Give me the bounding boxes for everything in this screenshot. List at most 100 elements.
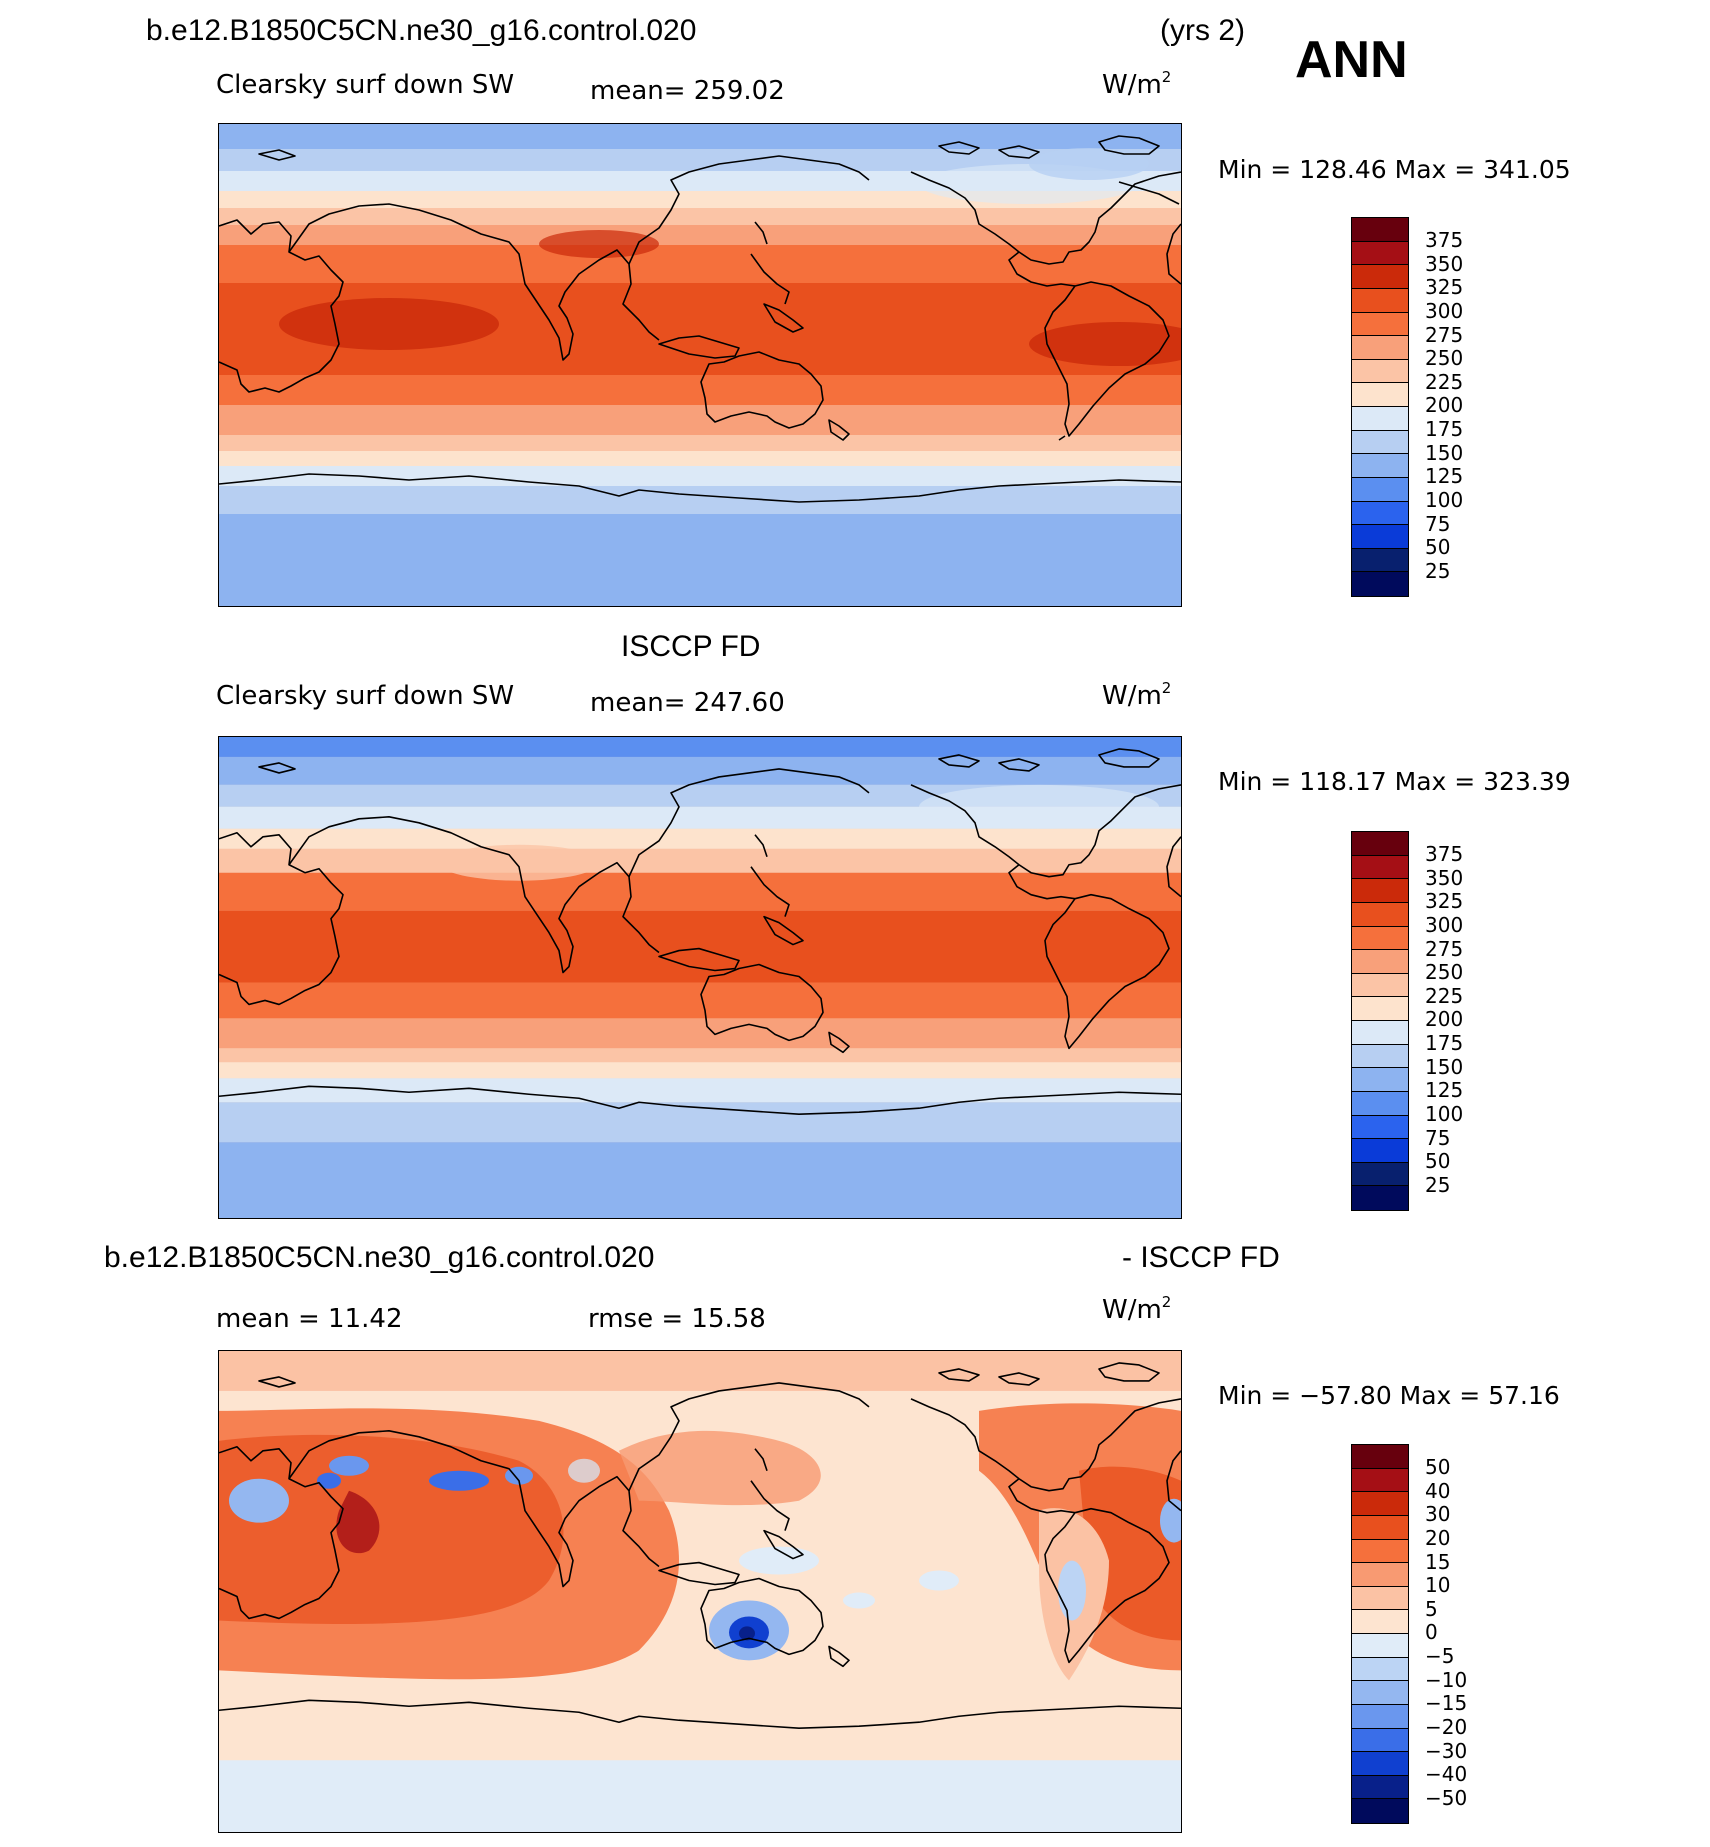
colorbar-swatch <box>1352 572 1408 596</box>
colorbar-swatch <box>1352 454 1408 478</box>
colorbar-swatch <box>1352 1492 1408 1516</box>
colorbar-tick-label: 325 <box>1425 889 1464 914</box>
colorbar-tick-label: 0 <box>1425 1620 1438 1645</box>
colorbar-tick-label: 225 <box>1425 983 1464 1008</box>
years-label: (yrs 2) <box>1160 14 1245 47</box>
colorbar-tick-label: 50 <box>1425 535 1451 560</box>
colorbar-swatch <box>1352 1044 1408 1069</box>
colorbar-swatch <box>1352 430 1408 455</box>
colorbar-tick-label: 10 <box>1425 1573 1451 1598</box>
colorbar-swatch <box>1352 1515 1408 1540</box>
colorbar-tick-label: −20 <box>1425 1714 1468 1739</box>
panel3-title-right: - ISCCP FD <box>1122 1241 1280 1274</box>
colorbar-tick-label: 150 <box>1425 1054 1464 1079</box>
colorbar-swatch <box>1352 1752 1408 1776</box>
colorbar-tick-label: −10 <box>1425 1667 1468 1692</box>
case-title: b.e12.B1850C5CN.ne30_g16.control.020 <box>146 14 697 47</box>
colorbar-swatch <box>1352 241 1408 266</box>
colorbar-tick-label: −40 <box>1425 1762 1468 1787</box>
colorbar-swatch <box>1352 1610 1408 1634</box>
colorbar-tick-label: 75 <box>1425 1125 1451 1150</box>
colorbar-tick-label: 225 <box>1425 369 1464 394</box>
panel1-map <box>218 123 1182 607</box>
colorbar-swatch <box>1352 1186 1408 1210</box>
colorbar-swatch <box>1352 855 1408 880</box>
panel3-rmse: rmse = 15.58 <box>588 1304 766 1334</box>
colorbar-swatch <box>1352 902 1408 927</box>
colorbar-swatch <box>1352 1704 1408 1729</box>
colorbar-swatch <box>1352 1799 1408 1823</box>
colorbar-swatch <box>1352 1115 1408 1140</box>
colorbar-swatch <box>1352 359 1408 384</box>
colorbar-swatch <box>1352 1068 1408 1092</box>
season-label: ANN <box>1295 31 1408 89</box>
colorbar-tick-label: 175 <box>1425 417 1464 441</box>
colorbar-swatch <box>1352 336 1408 360</box>
colorbar-tick-label: 175 <box>1425 1031 1464 1055</box>
colorbar-tick-label: 150 <box>1425 440 1464 465</box>
colorbar-tick-label: −5 <box>1425 1644 1455 1668</box>
panel2-units: W/m2 <box>1102 679 1172 711</box>
colorbar-tick-label: −30 <box>1425 1738 1468 1763</box>
colorbar-swatch <box>1352 1445 1408 1469</box>
panel2-minmax: Min = 118.17 Max = 323.39 <box>1218 767 1571 796</box>
colorbar-tick-label: 100 <box>1425 487 1464 512</box>
colorbar-swatch <box>1352 1681 1408 1705</box>
colorbar-swatch <box>1352 1139 1408 1163</box>
colorbar-swatch <box>1352 973 1408 998</box>
colorbar-tick-label: 350 <box>1425 251 1464 276</box>
panel3-map <box>218 1350 1182 1833</box>
colorbar-tick-label: 20 <box>1425 1525 1451 1550</box>
colorbar-swatch <box>1352 1539 1408 1564</box>
colorbar-swatch <box>1352 1657 1408 1682</box>
colorbar-tick-label: 375 <box>1425 842 1464 866</box>
panel1-units: W/m2 <box>1102 68 1172 100</box>
panel1-variable-label: Clearsky surf down SW <box>216 70 515 100</box>
colorbar-swatch <box>1352 288 1408 313</box>
colorbar-swatch <box>1352 1162 1408 1187</box>
colorbar-swatch <box>1352 1586 1408 1611</box>
colorbar-swatch <box>1352 950 1408 974</box>
colorbar-tick-label: 200 <box>1425 1007 1464 1032</box>
colorbar-swatch <box>1352 548 1408 573</box>
colorbar-tick-label: 300 <box>1425 298 1464 323</box>
colorbar-swatch <box>1352 1728 1408 1753</box>
colorbar-swatch <box>1352 525 1408 549</box>
panel3-units: W/m2 <box>1102 1293 1172 1325</box>
panel2-variable-label: Clearsky surf down SW <box>216 681 515 711</box>
panel1-colorbar <box>1351 217 1409 597</box>
colorbar-swatch <box>1352 997 1408 1021</box>
panel2-mean: mean= 247.60 <box>590 688 785 718</box>
colorbar-swatch <box>1352 501 1408 526</box>
colorbar-tick-label: 125 <box>1425 1078 1464 1103</box>
colorbar-swatch <box>1352 832 1408 856</box>
colorbar-tick-label: 325 <box>1425 275 1464 300</box>
panel3-map-field <box>219 1351 1181 1832</box>
colorbar-tick-label: 5 <box>1425 1596 1438 1621</box>
colorbar-swatch <box>1352 218 1408 242</box>
colorbar-swatch <box>1352 1775 1408 1800</box>
panel3-colorbar <box>1351 1444 1409 1824</box>
colorbar-tick-label: 275 <box>1425 936 1464 961</box>
panel2-colorbar <box>1351 831 1409 1211</box>
colorbar-swatch <box>1352 1091 1408 1116</box>
colorbar-tick-label: 125 <box>1425 464 1464 489</box>
colorbar-tick-label: 50 <box>1425 1149 1451 1174</box>
panel2-title: ISCCP FD <box>621 630 761 663</box>
panel1-mean: mean= 259.02 <box>590 76 785 106</box>
panel2-map <box>218 736 1182 1219</box>
colorbar-tick-label: −15 <box>1425 1691 1468 1716</box>
colorbar-swatch <box>1352 1021 1408 1045</box>
colorbar-tick-label: 50 <box>1425 1455 1451 1479</box>
colorbar-tick-label: 40 <box>1425 1478 1451 1503</box>
colorbar-swatch <box>1352 265 1408 289</box>
panel1-minmax: Min = 128.46 Max = 341.05 <box>1218 155 1571 184</box>
colorbar-tick-label: 350 <box>1425 865 1464 890</box>
colorbar-tick-label: −50 <box>1425 1785 1468 1810</box>
colorbar-swatch <box>1352 312 1408 337</box>
colorbar-swatch <box>1352 477 1408 502</box>
panel3-title-left: b.e12.B1850C5CN.ne30_g16.control.020 <box>104 1241 655 1274</box>
colorbar-tick-label: 375 <box>1425 228 1464 252</box>
colorbar-tick-label: 75 <box>1425 511 1451 536</box>
colorbar-swatch <box>1352 407 1408 431</box>
